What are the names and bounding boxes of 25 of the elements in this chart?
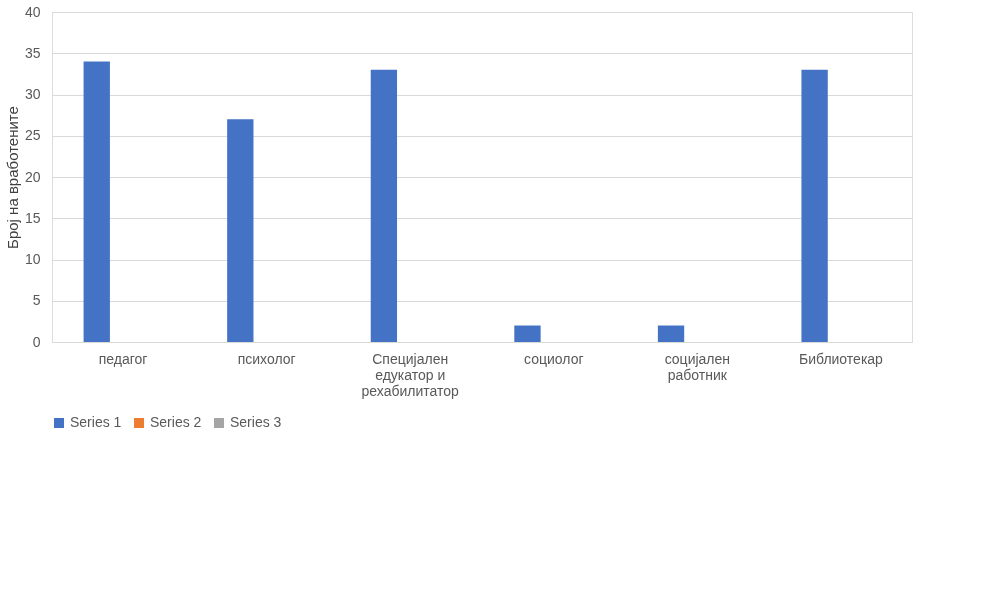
x-tick-label: Библиотекар: [798, 350, 884, 367]
y-tick-label: 10: [24, 251, 41, 267]
y-tick-label: 5: [32, 292, 41, 309]
x-tick-label: социјален работник: [664, 350, 731, 383]
y-tick-label: 25: [24, 127, 41, 144]
bar: [801, 69, 828, 342]
y-tick-label: 35: [24, 44, 41, 61]
x-tick-label: педагог: [98, 350, 148, 367]
bar: [370, 69, 398, 342]
x-tick-label: Специјален едукатор и рехабилитатор: [361, 350, 460, 399]
y-tick-label: 20: [24, 168, 41, 185]
y-axis-title: Број на вработените: [3, 106, 21, 249]
legend-label: Series 2: [150, 414, 202, 430]
y-tick-label: 15: [24, 209, 41, 226]
x-tick-label: социолог: [524, 350, 584, 367]
x-tick-label: психолог: [237, 350, 296, 367]
bar: [227, 119, 254, 342]
legend-label: Series 3: [230, 414, 282, 430]
bar: [83, 61, 110, 342]
y-tick-label: 30: [24, 86, 41, 102]
legend-label: Series 1: [70, 414, 122, 430]
bar: [514, 325, 541, 342]
y-tick-label: 0: [32, 333, 41, 350]
bar: [657, 325, 685, 342]
y-tick-label: 40: [24, 3, 41, 20]
